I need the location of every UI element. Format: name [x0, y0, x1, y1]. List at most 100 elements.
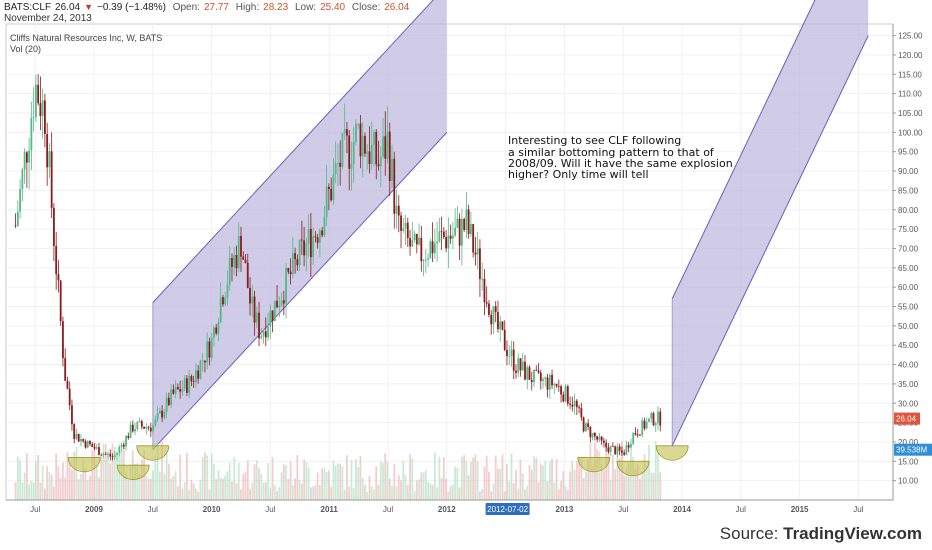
volume-bar — [510, 453, 513, 500]
candle-body — [510, 349, 513, 356]
y-tick-label: 30.00 — [898, 399, 919, 408]
volume-bar — [19, 460, 22, 500]
candle-body — [258, 312, 260, 339]
candle-body — [422, 259, 425, 262]
candle-body — [614, 446, 617, 455]
candle-body — [57, 274, 60, 281]
candle-body — [332, 174, 335, 201]
annotation-line-1[interactable]: Interesting to see CLF following — [508, 134, 681, 147]
candle-body — [648, 418, 650, 422]
candle-body — [25, 152, 28, 163]
candle-body — [537, 370, 540, 373]
candle-body — [359, 123, 362, 157]
candle-body — [23, 152, 26, 170]
volume-bar — [348, 486, 351, 500]
y-tick-label: 45.00 — [898, 341, 919, 350]
candle-body — [190, 376, 193, 382]
candle-body — [312, 236, 315, 258]
x-tick-label: Jul — [30, 505, 40, 514]
volume-bar — [158, 471, 161, 500]
source-watermark: Source: TradingView.com — [720, 524, 922, 544]
candle-body — [485, 302, 488, 304]
y-tick-label: 105.00 — [898, 109, 923, 118]
candle-body — [64, 358, 67, 381]
candle-body — [82, 438, 85, 442]
volume-bar — [512, 483, 515, 500]
volume-bar — [39, 482, 42, 500]
chart-header: BATS:CLF 26.04 ▼ −0.39 (−1.48%) Open: 27.77 … — [4, 2, 413, 24]
candle-body — [39, 103, 42, 117]
volume-bar — [373, 489, 375, 500]
symbol-label[interactable]: BATS:CLF — [4, 2, 52, 13]
candle-body — [125, 435, 127, 447]
candle-body — [470, 224, 472, 235]
bottom-marker-0 — [67, 457, 101, 473]
candle-body — [639, 434, 641, 436]
volume-bar — [456, 467, 459, 500]
volume-bar — [294, 478, 296, 500]
volume-bar — [422, 472, 425, 500]
candle-body — [201, 360, 204, 362]
candle-body — [179, 389, 182, 392]
candle-body — [494, 306, 497, 313]
volume-bar — [195, 488, 197, 500]
candle-body — [59, 280, 62, 322]
candle-body — [627, 445, 630, 448]
volume-bar — [34, 461, 37, 500]
volume-bar — [37, 454, 40, 500]
candle-body — [46, 134, 49, 168]
volume-bar — [89, 475, 91, 500]
x-tick-label: 2015 — [791, 505, 809, 514]
candle-body — [210, 337, 213, 358]
x-tick-label: 2011 — [321, 505, 339, 514]
volume-bar — [499, 468, 502, 500]
volume-bar — [420, 472, 423, 500]
candle-body — [391, 158, 393, 181]
candle-body — [161, 410, 164, 418]
annotation-line-3[interactable]: 2008/09. Will it have the same explosion — [508, 157, 733, 170]
volume-bar — [409, 454, 411, 500]
candle-body — [41, 100, 44, 117]
bottoming-markers[interactable] — [67, 445, 689, 480]
candle-body — [314, 236, 317, 238]
volume-bar — [386, 461, 389, 500]
volume-bar — [244, 472, 247, 500]
volume-bar — [413, 491, 416, 500]
volume-bar — [240, 489, 242, 500]
volume-bar — [25, 453, 28, 500]
candle-body — [50, 151, 53, 208]
close-label: Close: — [351, 2, 381, 13]
candle-body — [593, 432, 596, 437]
candle-body — [476, 248, 479, 255]
volume-bar — [526, 485, 529, 500]
volume-bar — [181, 488, 184, 500]
volume-bar — [546, 481, 549, 500]
volume-bar — [433, 452, 436, 500]
candle-body — [113, 455, 116, 458]
candle-body — [37, 84, 40, 104]
volume-bar — [102, 443, 105, 500]
volume-bar — [641, 471, 644, 500]
candle-body — [616, 446, 619, 455]
volume-bar — [267, 463, 269, 500]
annotation-line-2[interactable]: a similar bottoming pattern to that of — [508, 146, 715, 159]
annotation-line-4[interactable]: higher? Only time will tell — [508, 168, 649, 181]
candle-body — [309, 228, 312, 258]
candle-body — [501, 321, 504, 330]
candle-body — [93, 446, 96, 449]
volume-bar — [204, 452, 206, 500]
candle-body — [260, 336, 263, 339]
volume-bar — [296, 455, 299, 500]
volume-bar — [62, 462, 64, 500]
candle-body — [481, 278, 484, 280]
volume-bar — [404, 475, 407, 500]
volume-bar — [190, 479, 193, 500]
trend-channels[interactable] — [152, 0, 869, 451]
y-tick-label: 55.00 — [898, 303, 919, 312]
candle-body — [215, 327, 218, 334]
candle-body — [463, 218, 466, 230]
volume-bar — [418, 479, 420, 500]
volume-bar — [237, 462, 240, 500]
candle-body — [102, 453, 105, 456]
